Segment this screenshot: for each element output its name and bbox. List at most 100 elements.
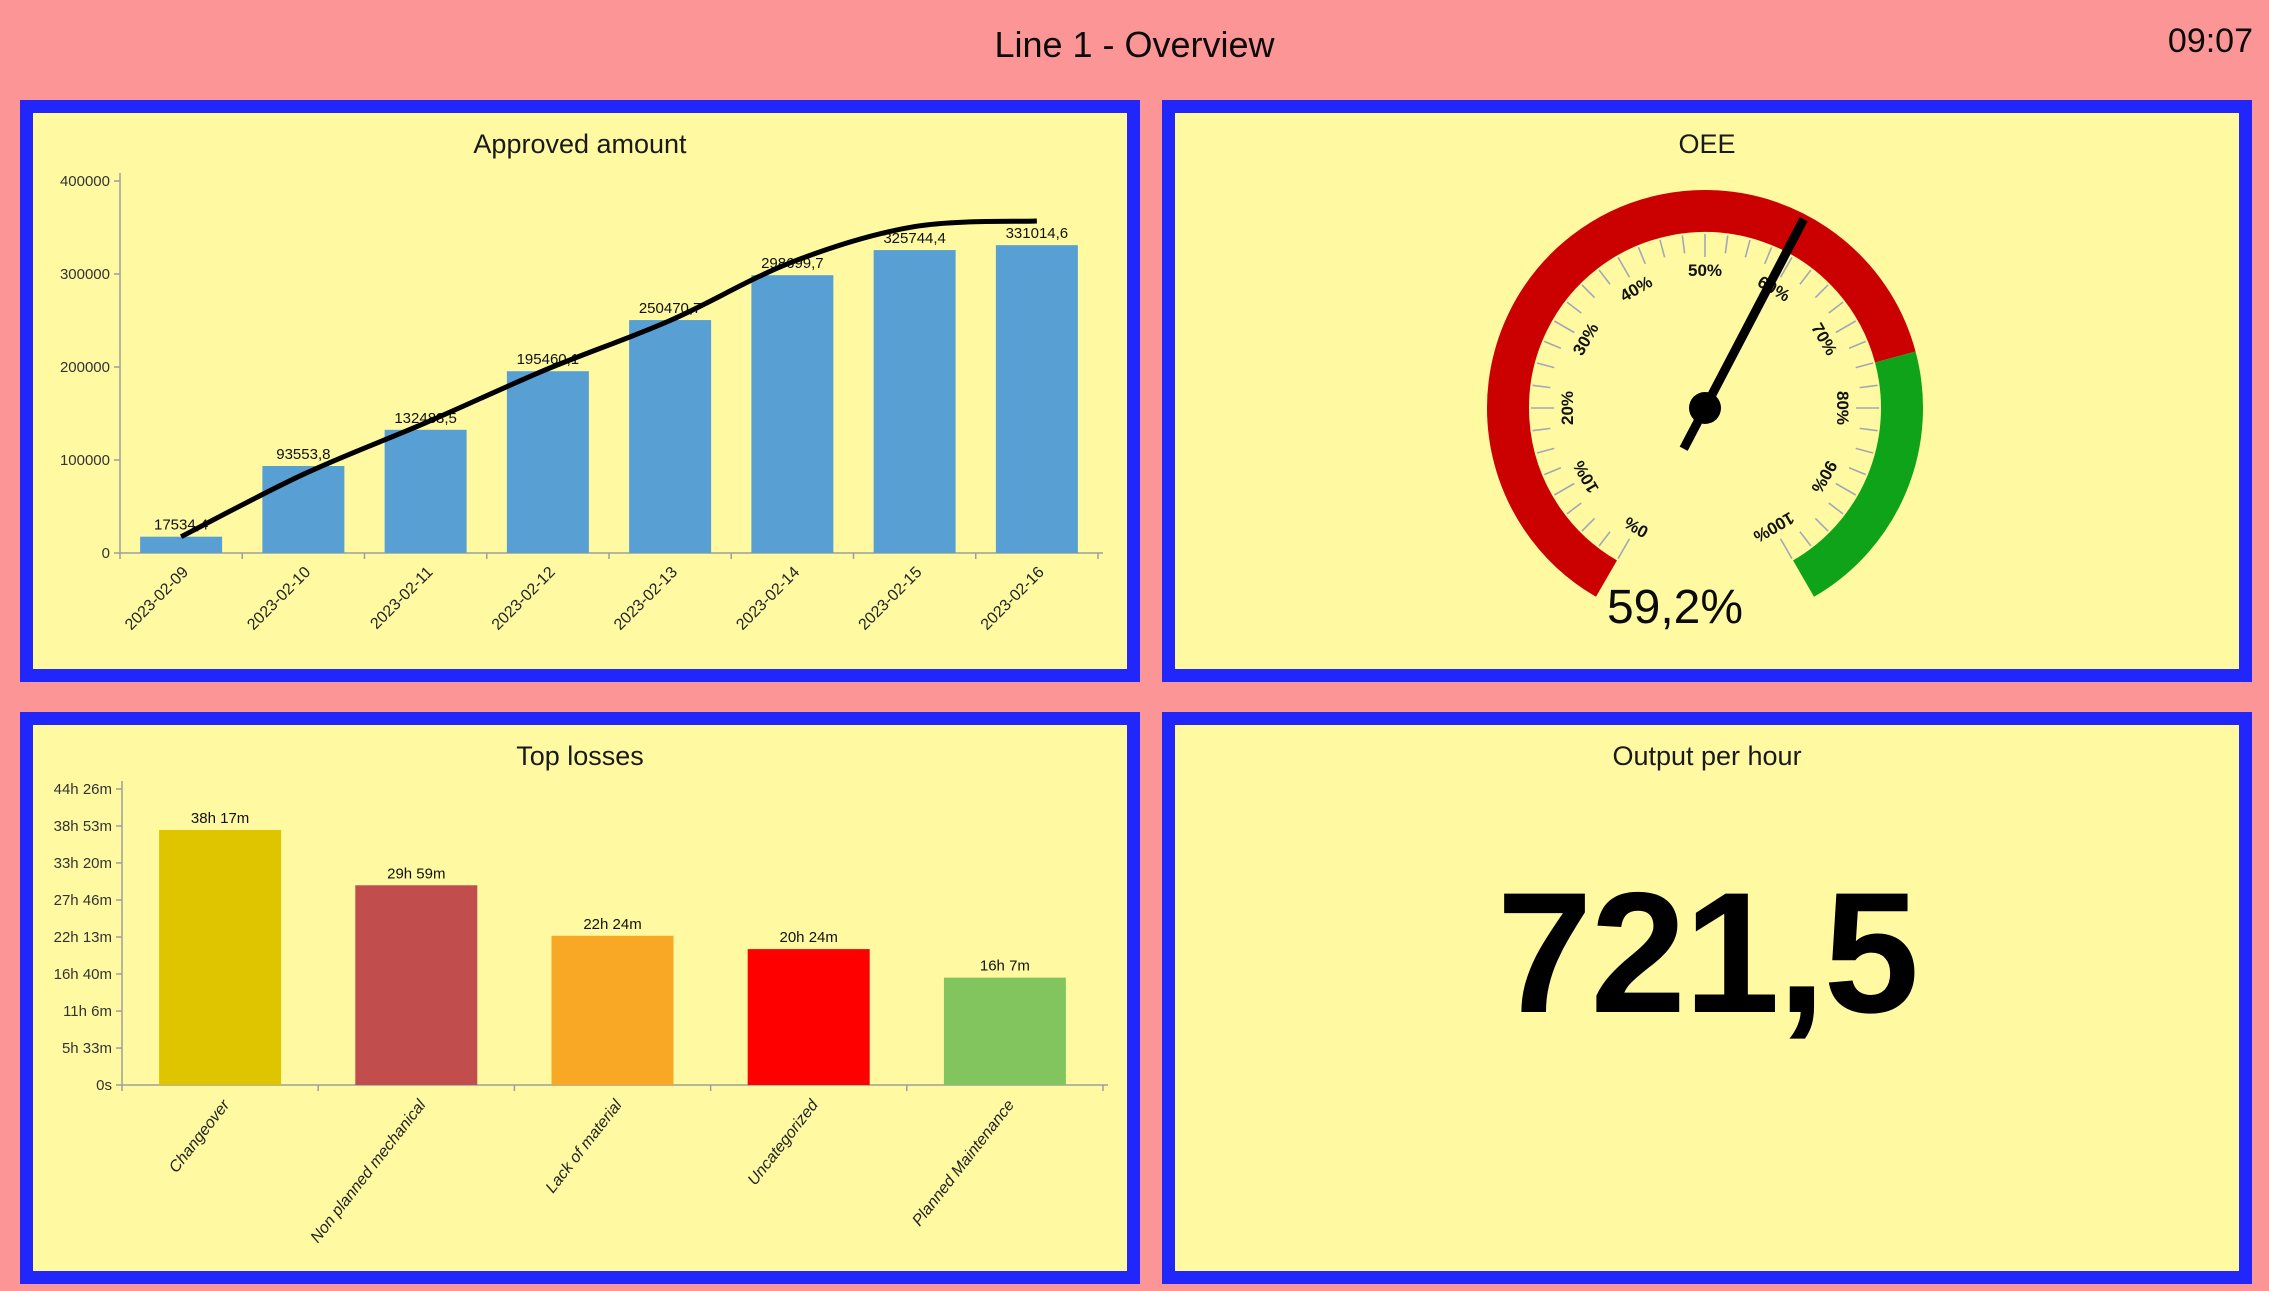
svg-text:2023-02-16: 2023-02-16 bbox=[978, 564, 1048, 634]
gauge-tick bbox=[1532, 384, 1551, 389]
x-category-label: 2023-02-14 bbox=[733, 564, 803, 634]
gauge-tick bbox=[1848, 340, 1867, 350]
chart-title-approved-amount: Approved amount bbox=[473, 129, 687, 159]
svg-text:2023-02-09: 2023-02-09 bbox=[122, 564, 192, 634]
bar-value-label: 38h 17m bbox=[191, 810, 249, 827]
x-category-label: Uncategorized bbox=[745, 1096, 823, 1189]
gauge-label-50%: 50% bbox=[1688, 261, 1722, 280]
gauge-tick bbox=[1828, 301, 1844, 314]
bar-2023-02-14 bbox=[751, 275, 834, 553]
y-tick-label: 16h 40m bbox=[54, 966, 112, 983]
output-per-hour-value: 721,5 bbox=[1496, 857, 1919, 1049]
svg-text:70%: 70% bbox=[1807, 320, 1840, 359]
bar-2023-02-16 bbox=[995, 245, 1078, 553]
gauge-label-100%: 100% bbox=[1750, 508, 1797, 546]
gauge-tick bbox=[1855, 362, 1874, 369]
gauge-label-10%: 10% bbox=[1569, 457, 1602, 496]
y-tick-label: 400000 bbox=[60, 173, 110, 190]
svg-text:10%: 10% bbox=[1569, 457, 1602, 496]
gauge-tick bbox=[1744, 239, 1751, 258]
x-category-label: 2023-02-15 bbox=[856, 564, 926, 634]
gauge-tick bbox=[1536, 447, 1555, 454]
gauge-tick bbox=[1566, 502, 1582, 515]
svg-text:30%: 30% bbox=[1569, 320, 1602, 359]
gauge-tick bbox=[1763, 246, 1773, 265]
gauge-zone-0-75 bbox=[1487, 190, 1916, 597]
gauge-tick bbox=[1799, 531, 1812, 547]
bar-2023-02-13 bbox=[629, 320, 712, 553]
gauge-tick bbox=[1581, 284, 1596, 299]
gauge-tick bbox=[1566, 301, 1582, 314]
panel-output-per-hour: Output per hour 721,5 bbox=[1162, 712, 2252, 1284]
gauge-hub bbox=[1689, 392, 1721, 424]
gauge-tick bbox=[1617, 256, 1631, 278]
svg-text:Changeover: Changeover bbox=[166, 1096, 233, 1176]
bar-2023-02-15 bbox=[873, 250, 956, 553]
gauge-label-90%: 90% bbox=[1807, 457, 1840, 496]
svg-text:2023-02-12: 2023-02-12 bbox=[489, 564, 559, 634]
gauge-tick bbox=[1581, 517, 1596, 532]
y-tick-label: 11h 6m bbox=[63, 1003, 112, 1020]
bar-2023-02-12 bbox=[506, 371, 589, 553]
x-category-label: 2023-02-13 bbox=[611, 564, 681, 634]
x-category-label: 2023-02-12 bbox=[489, 564, 559, 634]
svg-text:2023-02-11: 2023-02-11 bbox=[367, 564, 436, 633]
y-tick-label: 100000 bbox=[60, 452, 110, 469]
gauge-zone-75-100 bbox=[1792, 351, 1923, 597]
gauge-label-40%: 40% bbox=[1617, 272, 1656, 305]
chart-title-top-losses: Top losses bbox=[516, 741, 644, 771]
bar-2023-02-11 bbox=[384, 429, 467, 553]
x-category-label: 2023-02-11 bbox=[367, 564, 436, 633]
bar-Lack of material bbox=[551, 935, 674, 1085]
oee-gauge: 0%10%20%30%40%50%60%70%80%90%100%59,2% bbox=[1487, 190, 1923, 634]
svg-text:90%: 90% bbox=[1807, 457, 1840, 496]
bar-value-label: 22h 24m bbox=[583, 916, 641, 933]
svg-text:40%: 40% bbox=[1617, 272, 1656, 305]
x-category-label: Planned Maintenance bbox=[909, 1097, 1018, 1230]
top-losses-chart: 0s 5h 33m 11h 6m 16h 40m 22h 13m 27h 46m 33h 2… bbox=[54, 781, 1108, 1247]
gauge-tick bbox=[1799, 269, 1812, 285]
y-tick-label: 0s bbox=[96, 1077, 112, 1094]
y-tick-label: 0 bbox=[102, 545, 110, 562]
y-tick-label: 27h 46m bbox=[54, 892, 112, 909]
y-tick-label: 33h 20m bbox=[54, 855, 112, 872]
gauge-tick bbox=[1617, 538, 1631, 560]
approved-amount-chart: 010000020000030000040000017534,42023-02-… bbox=[60, 173, 1103, 634]
gauge-tick bbox=[1828, 502, 1844, 515]
chart-title-oee: OEE bbox=[1678, 129, 1736, 159]
gauge-tick bbox=[1681, 235, 1686, 254]
gauge-tick bbox=[1835, 482, 1857, 496]
x-category-label: Non planned mechanical bbox=[308, 1097, 430, 1247]
panel-oee: OEE 0% 10% 20% 30% 40% 50% 60% 70% 80% 90% 100% 59,… bbox=[1162, 100, 2252, 682]
gauge-tick bbox=[1814, 517, 1829, 532]
svg-text:2023-02-10: 2023-02-10 bbox=[244, 564, 314, 634]
bar-Changeover bbox=[159, 829, 282, 1085]
x-category-label: 2023-02-16 bbox=[978, 564, 1048, 634]
clock: 09:07 bbox=[2167, 22, 2253, 60]
bar-Non planned mechanical bbox=[355, 885, 478, 1085]
svg-text:2023-02-14: 2023-02-14 bbox=[733, 564, 803, 634]
svg-text:Planned Maintenance: Planned Maintenance bbox=[909, 1097, 1018, 1230]
gauge-label-70%: 70% bbox=[1807, 320, 1840, 359]
svg-text:Non planned mechanical: Non planned mechanical bbox=[308, 1097, 430, 1247]
gauge-tick bbox=[1543, 466, 1562, 476]
svg-text:0%: 0% bbox=[1621, 513, 1652, 542]
gauge-tick bbox=[1532, 427, 1551, 432]
gauge-tick bbox=[1543, 340, 1562, 350]
y-tick-label: 5h 33m bbox=[62, 1040, 112, 1057]
gauge-tick bbox=[1553, 320, 1575, 334]
gauge-tick bbox=[1659, 239, 1666, 258]
bar-value-label: 325744,4 bbox=[883, 230, 946, 247]
bar-value-label: 16h 7m bbox=[980, 958, 1030, 975]
gauge-tick bbox=[1855, 447, 1874, 454]
x-category-label: 2023-02-10 bbox=[244, 564, 314, 634]
gauge-tick bbox=[1814, 284, 1829, 299]
trend-line bbox=[179, 218, 1037, 539]
panel-approved-amount: Approved amount 0 100000 200000 300000 40000… bbox=[20, 100, 1140, 682]
svg-text:2023-02-13: 2023-02-13 bbox=[611, 564, 681, 634]
gauge-tick bbox=[1536, 362, 1555, 369]
header: Line 1 - Overview 09:07 bbox=[0, 0, 2269, 100]
page-title: Line 1 - Overview bbox=[994, 24, 1275, 65]
gauge-tick bbox=[1598, 269, 1611, 285]
panel-top-losses: Top losses 0s 5h 33m 11h 6m 16h 40m 22h 13m 2… bbox=[20, 712, 1140, 1284]
